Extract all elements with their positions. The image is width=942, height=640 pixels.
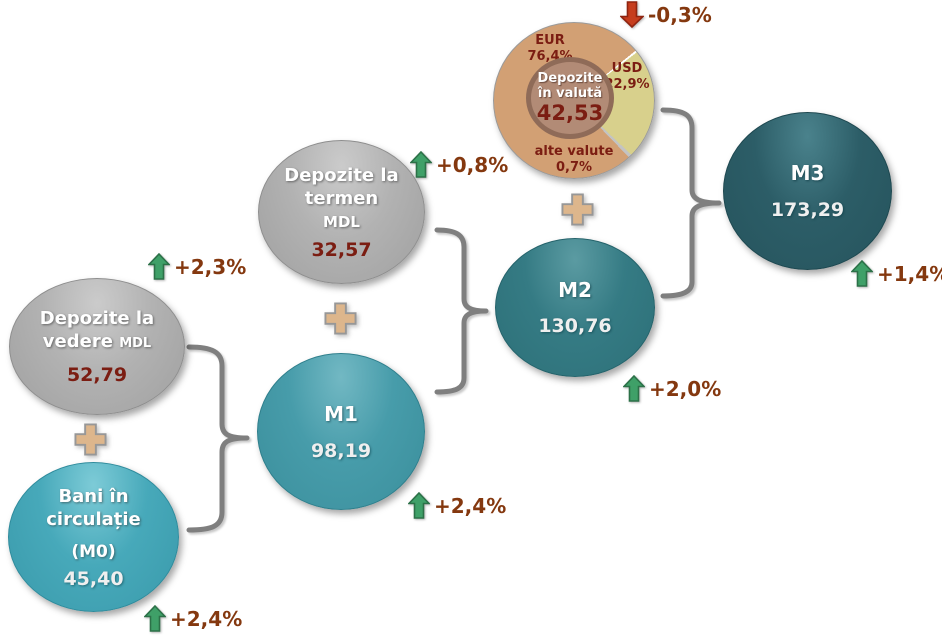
- pie-center-value: 42,53: [536, 101, 604, 125]
- brace-m2-group: [434, 227, 489, 395]
- up-arrow-icon: [851, 260, 873, 287]
- node-m3-value: 173,29: [770, 199, 845, 221]
- currency-unit-label: MDL: [323, 212, 360, 231]
- node-m0-value: 45,40: [63, 567, 124, 590]
- currency-unit-label: MDL: [119, 336, 152, 351]
- brace-m1-group: [186, 344, 250, 533]
- pie-center: Depozite în valută 42,53: [526, 57, 614, 139]
- up-arrow-icon: [148, 253, 170, 280]
- node-depozite-termen: Depozite la termen MDL 32,57: [258, 140, 425, 284]
- change-m0: +2,4%: [144, 605, 242, 632]
- change-value: +2,3%: [174, 254, 247, 279]
- up-arrow-icon: [623, 375, 645, 402]
- plus-icon: [324, 302, 357, 335]
- node-m0: Bani în circulație (M0) 45,40: [8, 462, 179, 612]
- brace-m3-group: [660, 107, 722, 299]
- pie-depozite-valuta: EUR 76,4% USD 22,9% alte valute 0,7% Dep…: [493, 22, 655, 179]
- change-value: +0,8%: [436, 152, 509, 177]
- node-m1: M1 98,19: [257, 353, 425, 510]
- node-depozite-termen-title: Depozite la termen MDL: [284, 164, 398, 234]
- node-m3-label: M3: [790, 161, 825, 185]
- title-line1: Depozite la: [284, 164, 399, 186]
- node-depozite-vedere-title: Depozite la vedere MDL: [40, 307, 154, 355]
- title-line1: Depozite la: [39, 308, 155, 329]
- change-value: +2,4%: [434, 493, 507, 518]
- change-depozite-valuta: -0,3%: [620, 1, 712, 28]
- node-m2: M2 130,76: [495, 238, 655, 377]
- pie-label-usd: USD 22,9%: [598, 61, 656, 93]
- node-m2-label: M2: [558, 278, 592, 302]
- up-arrow-icon: [408, 492, 430, 519]
- change-value: +2,0%: [649, 376, 722, 401]
- change-m3: +1,4%: [851, 260, 942, 287]
- pie-center-title: Depozite în valută: [538, 71, 603, 101]
- title-line1: Bani în: [58, 485, 129, 507]
- up-arrow-icon: [410, 151, 432, 178]
- slice-label: alte valute: [534, 144, 614, 159]
- title-line2: termen: [304, 187, 379, 209]
- title-line1: Depozite: [537, 71, 603, 86]
- title-line2: circulație: [46, 508, 141, 530]
- slice-label: USD: [611, 61, 643, 76]
- node-depozite-termen-value: 32,57: [311, 238, 372, 261]
- up-arrow-icon: [144, 605, 166, 632]
- slice-percent: 22,9%: [604, 77, 650, 92]
- title-line2: vedere: [42, 331, 113, 352]
- change-m2: +2,0%: [623, 375, 721, 402]
- change-depozite-termen: +0,8%: [410, 151, 508, 178]
- node-m2-value: 130,76: [538, 315, 612, 337]
- change-value: +2,4%: [170, 606, 243, 631]
- title-line2: în valută: [537, 86, 603, 101]
- node-depozite-vedere-value: 52,79: [66, 364, 128, 386]
- change-depozite-vedere: +2,3%: [148, 253, 246, 280]
- node-depozite-vedere: Depozite la vedere MDL 52,79: [9, 278, 185, 415]
- node-m3: M3 173,29: [723, 112, 892, 270]
- node-m0-title: Bani în circulație: [46, 485, 141, 531]
- change-value: -0,3%: [648, 2, 712, 27]
- change-value: +1,4%: [877, 261, 942, 286]
- node-m0-code: (M0): [71, 541, 116, 562]
- plus-icon: [74, 423, 107, 456]
- plus-icon: [561, 193, 594, 226]
- slice-label: EUR: [535, 33, 565, 48]
- pie-label-alte-valute: alte valute 0,7%: [524, 144, 624, 176]
- change-m1: +2,4%: [408, 492, 506, 519]
- node-m1-value: 98,19: [310, 439, 372, 462]
- down-arrow-icon: [620, 1, 644, 28]
- slice-percent: 0,7%: [555, 160, 593, 175]
- node-m1-label: M1: [324, 401, 358, 426]
